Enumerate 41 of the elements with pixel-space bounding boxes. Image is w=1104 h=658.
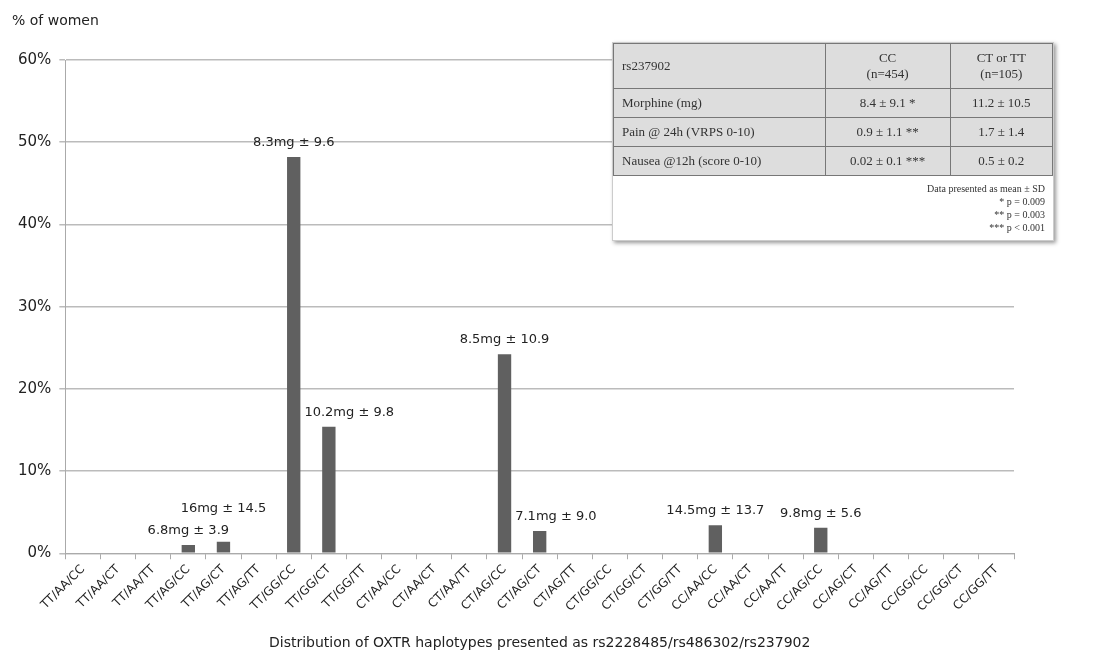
text: 0.02 ± 0.1 *** bbox=[849, 153, 926, 168]
annotation: ** p = 0.003 bbox=[993, 208, 1045, 221]
category-label: CT or TT (n=105) bbox=[950, 43, 1053, 89]
y-tick-label: 20% bbox=[18, 378, 52, 397]
bar bbox=[814, 527, 828, 553]
text: 0.9 ± 1.1 ** bbox=[856, 124, 919, 139]
annotation: 7.1mg ± 9.0 bbox=[515, 507, 597, 523]
y-tick-label: 10% bbox=[18, 460, 52, 479]
bar bbox=[216, 541, 231, 553]
text: 11.2 ± 10.5 bbox=[971, 95, 1031, 110]
x-axis-title: Distribution of OXTR haplotypes presented as rs2228485/rs486302/rs237902 bbox=[268, 633, 811, 650]
bar bbox=[287, 157, 301, 553]
bar bbox=[322, 426, 336, 553]
annotation: 6.8mg ± 3.9 bbox=[147, 521, 230, 537]
category-label: Nausea @12h (score 0-10) bbox=[622, 153, 762, 168]
annotation: 16mg ± 14.5 bbox=[180, 499, 267, 515]
category-label: rs237902 bbox=[613, 43, 826, 89]
bar bbox=[532, 531, 547, 553]
annotation: Data presented as mean ± SD bbox=[926, 182, 1045, 195]
annotation: * p = 0.009 bbox=[998, 195, 1045, 208]
bar bbox=[181, 545, 195, 553]
y-tick-label: 0% bbox=[27, 543, 52, 562]
text: 8.4 ± 9.1 * bbox=[859, 95, 916, 110]
y-tick-label: 50% bbox=[18, 132, 52, 151]
annotation: *** p < 0.001 bbox=[988, 221, 1045, 234]
annotation: 14.5mg ± 13.7 bbox=[666, 502, 765, 518]
annotation: 9.8mg ± 5.6 bbox=[780, 504, 862, 520]
bar bbox=[708, 525, 723, 553]
y-tick-label: 30% bbox=[18, 296, 52, 315]
category-label: CC (n=454) bbox=[825, 43, 951, 89]
text: 0.5 ± 0.2 bbox=[978, 153, 1025, 168]
annotation: 10.2mg ± 9.8 bbox=[304, 403, 395, 419]
category-label: Pain @ 24h (VRPS 0-10) bbox=[622, 124, 755, 139]
annotation: 8.3mg ± 9.6 bbox=[253, 133, 335, 149]
bar bbox=[497, 354, 512, 553]
y-tick-label: 40% bbox=[18, 214, 52, 233]
text: 1.7 ± 1.4 bbox=[978, 124, 1025, 139]
category-label: Morphine (mg) bbox=[622, 95, 702, 110]
annotation: 8.5mg ± 10.9 bbox=[459, 331, 550, 347]
y-tick-label: 60% bbox=[18, 49, 52, 68]
y-axis-title: % of women bbox=[12, 11, 99, 28]
